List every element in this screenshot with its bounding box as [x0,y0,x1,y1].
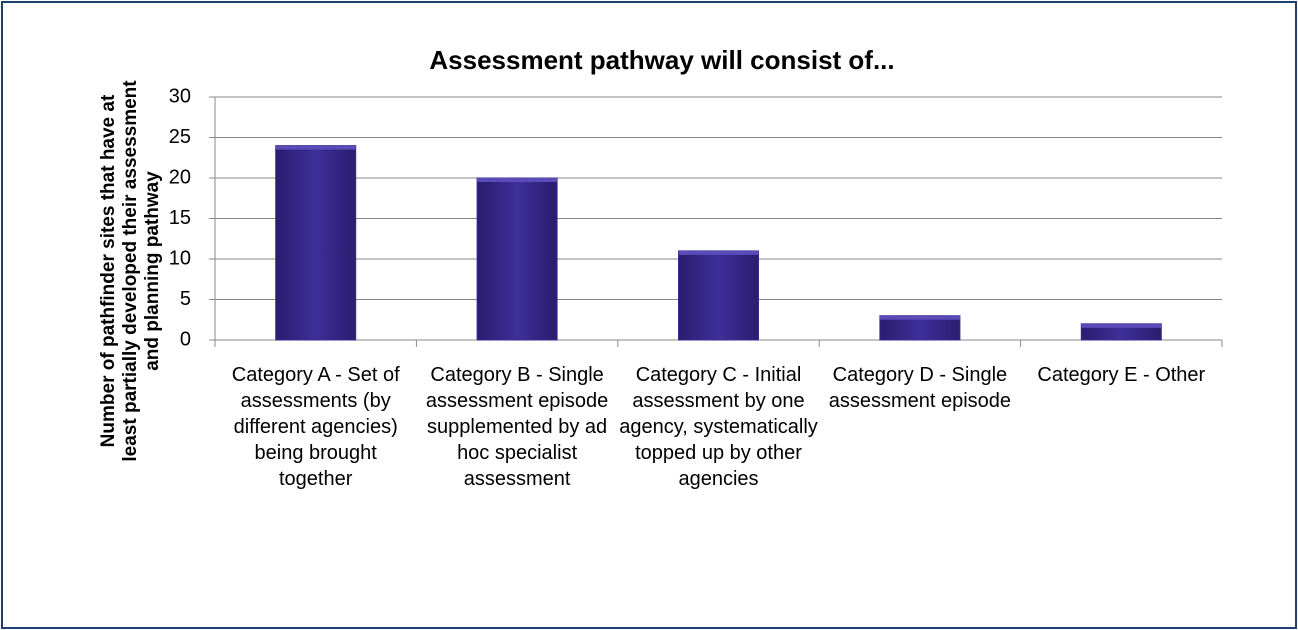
bar [678,250,759,341]
x-tick-label: Category C - Initial assessment by one a… [619,364,818,490]
bar [275,145,357,341]
y-tick-label: 10 [169,247,191,269]
y-tick-label: 5 [180,288,191,310]
bar-cap [879,315,960,320]
y-tick-label: 0 [180,328,191,350]
x-tick-label: Category A - Set of assessments (by diff… [231,364,400,490]
y-tick-label: 30 [169,85,191,107]
y-tick-label: 25 [169,126,191,148]
y-axis-label: Number of pathfinder sites that have at … [98,80,163,462]
bar-cap [275,145,356,150]
bar-cap [477,178,558,182]
x-tick-label: Category E - Other [1037,364,1206,386]
y-tick-label: 15 [169,207,191,229]
bar-cap [678,250,759,255]
x-tick-label: Category B - Single assessment episode s… [425,364,609,490]
bar [476,177,558,341]
bar-cap [1081,323,1162,328]
x-tick-label: Category D - Single assessment episode [828,364,1012,412]
chart-title: Assessment pathway will consist of... [429,45,894,75]
y-tick-label: 20 [169,166,191,188]
